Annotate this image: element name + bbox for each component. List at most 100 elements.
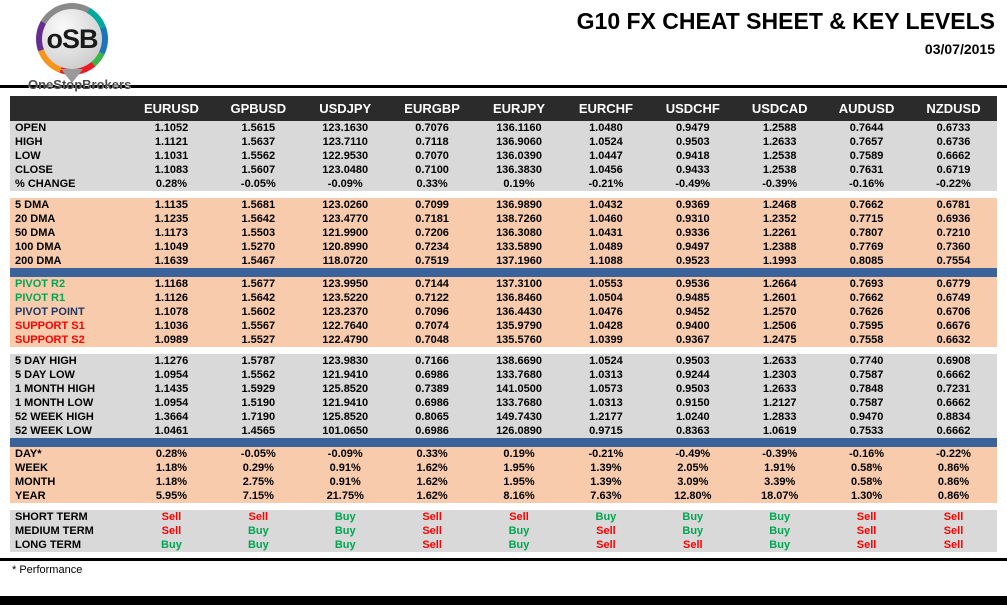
row-label: 5 DMA [10,198,128,212]
cell: 0.7848 [823,382,911,396]
cell: 0.7769 [823,240,911,254]
section-divider-bar [10,438,997,447]
cell: 0.7589 [823,149,911,163]
cell: 1.2633 [736,135,824,149]
cell: Buy [649,524,737,538]
cell: 0.7554 [910,254,997,268]
cell: 0.7644 [823,121,911,135]
cell: 1.0954 [128,368,215,382]
cell: 1.5615 [214,121,302,135]
cell: 1.0461 [128,424,215,438]
row-label: PIVOT R1 [10,291,128,305]
cell: 1.1993 [736,254,824,268]
cell: 123.7110 [301,135,389,149]
cell: 0.9715 [562,424,650,438]
cell: 0.33% [388,447,476,461]
cell: 0.9503 [649,135,737,149]
cell: 0.6662 [910,396,997,410]
cell: 0.9503 [649,354,737,368]
cell: 123.0480 [301,163,389,177]
cell: 5.95% [128,489,215,503]
cell: 0.6662 [910,424,997,438]
cell: 0.6986 [388,424,476,438]
cell: 1.2538 [736,163,824,177]
cell: -0.16% [823,177,911,191]
cell: 1.5929 [214,382,302,396]
cell: 0.6986 [388,396,476,410]
cell: 0.86% [910,489,997,503]
cell: 1.0447 [562,149,650,163]
cell: 136.3830 [475,163,563,177]
cell: 122.9530 [301,149,389,163]
cell: 3.39% [736,475,824,489]
table-row: LONG TERM Buy Buy Buy Sell Buy Sell Sell Buy Sell… [10,538,997,552]
cell: 0.7807 [823,226,911,240]
cell: 0.9367 [649,333,737,347]
cell: 18.07% [736,489,824,503]
row-label: SHORT TERM [10,510,128,524]
cell: 1.0573 [562,382,650,396]
cell: 0.7587 [823,368,911,382]
cell: 0.86% [910,475,997,489]
cell: 121.9410 [301,368,389,382]
cell: 1.2588 [736,121,824,135]
cell: 0.7166 [388,354,476,368]
cell: 138.6690 [475,354,563,368]
cell: 1.2601 [736,291,824,305]
cell: 0.9536 [649,277,737,291]
logo-abbr: oSB [42,9,102,69]
cell: 12.80% [649,489,737,503]
row-label: 1 MONTH LOW [10,396,128,410]
table-row: SUPPORT S1 1.1036 1.5567 122.7640 0.7074 135.… [10,319,997,333]
cell: 1.0456 [562,163,650,177]
row-label: YEAR [10,489,128,503]
cell: Sell [388,524,476,538]
cell: 126.0890 [475,424,563,438]
cell: 1.0480 [562,121,650,135]
column-header: USDCAD [736,96,824,121]
cell: 1.1126 [128,291,215,305]
cell: 0.7631 [823,163,911,177]
cell: 1.4565 [214,424,302,438]
cell: 0.6719 [910,163,997,177]
cell: 0.9523 [649,254,737,268]
cell: 125.8520 [301,410,389,424]
cell: 1.0553 [562,277,650,291]
column-header: NZDUSD [910,96,997,121]
cell: Buy [562,510,650,524]
cell: 0.28% [128,177,215,191]
table-row: CLOSE 1.1083 1.5607 123.0480 0.7100 136.3830 1… [10,163,997,177]
row-label: WEEK [10,461,128,475]
cell: 0.8085 [823,254,911,268]
section-divider-bar [10,191,997,198]
table-row: OPEN 1.1052 1.5615 123.1630 0.7076 136.1160 1.… [10,121,997,135]
row-label: HIGH [10,135,128,149]
cell: 0.9503 [649,382,737,396]
cell: Buy [301,510,389,524]
cell: 1.0240 [649,410,737,424]
cell: 0.6749 [910,291,997,305]
cell: 0.7389 [388,382,476,396]
table-row: MEDIUM TERM Sell Buy Buy Sell Buy Sell Buy Buy Se… [10,524,997,538]
cell: 123.9830 [301,354,389,368]
section-divider [10,268,997,277]
cell: Sell [910,510,997,524]
section-divider [10,191,997,198]
cell: 0.7360 [910,240,997,254]
cell: 0.7144 [388,277,476,291]
header: oSB OneStopBrokers G10 FX CHEAT SHEET & … [0,0,1007,92]
cell: -0.39% [736,177,824,191]
row-label: OPEN [10,121,128,135]
row-label: DAY* [10,447,128,461]
cell: 122.7640 [301,319,389,333]
cell: 1.0432 [562,198,650,212]
table-row: SUPPORT S2 1.0989 1.5527 122.4790 0.7048 135.… [10,333,997,347]
cell: 0.7595 [823,319,911,333]
cell: Sell [388,510,476,524]
section-divider [10,503,997,510]
section-divider [10,438,997,447]
cell: 1.2261 [736,226,824,240]
cell: 1.30% [823,489,911,503]
cell: 1.2127 [736,396,824,410]
